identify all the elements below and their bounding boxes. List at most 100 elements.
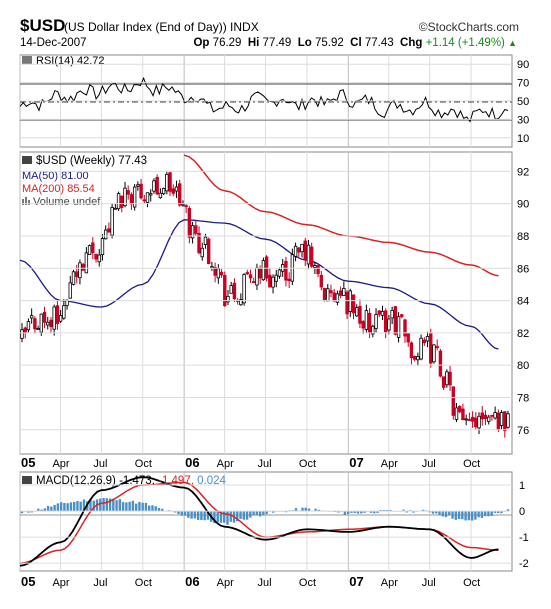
price-bar-body <box>371 325 375 335</box>
price-bar-body <box>132 186 137 208</box>
price-bar <box>132 184 137 211</box>
price-bar-body <box>42 311 47 323</box>
histogram-bar <box>337 511 340 513</box>
histogram-bar <box>451 511 454 519</box>
histogram-bar <box>373 511 376 514</box>
brand[interactable]: ©StockCharts.com <box>419 20 519 34</box>
histogram-bar <box>421 509 425 512</box>
price-bar-body <box>309 246 314 267</box>
histogram-bar <box>438 511 441 515</box>
histogram-bar <box>174 511 177 513</box>
price-bar-body <box>39 313 44 333</box>
price-bar <box>113 203 118 210</box>
open-value: 76.29 <box>212 37 242 49</box>
price-bar-body <box>438 350 443 377</box>
histogram-bar <box>477 511 480 518</box>
price-bar-body <box>396 316 401 338</box>
histogram-bar <box>190 511 193 519</box>
price-bar <box>303 237 307 267</box>
price-bar-body <box>174 186 179 192</box>
price-bar-body <box>464 418 468 421</box>
price-bar-body <box>216 268 221 279</box>
ma50-value: 81.00 <box>61 170 89 182</box>
price-bar <box>49 317 53 334</box>
quote-date: 14-Dec-2007 <box>20 37 87 49</box>
histogram-bar <box>56 503 60 512</box>
x-tick-label: Jul <box>422 458 436 470</box>
histogram-bar <box>487 511 490 517</box>
price-bar-body <box>332 292 336 302</box>
price-bar <box>248 269 253 283</box>
price-bar-body <box>264 256 269 279</box>
histogram-bar <box>131 500 135 512</box>
price-bar-body <box>145 192 150 203</box>
price-bar-body <box>355 307 359 317</box>
price-bar-body <box>203 236 208 245</box>
price-bar-body <box>445 371 449 386</box>
price-bar <box>274 269 278 288</box>
rsi-tick-label: 70 <box>517 78 529 90</box>
histogram-bar <box>128 501 131 512</box>
histogram-bar <box>356 511 360 514</box>
price-bar-body <box>451 386 455 416</box>
price-bar-body <box>219 271 224 276</box>
histogram-bar <box>435 511 438 514</box>
price-bar-body <box>390 309 394 319</box>
price-tick-label: 88 <box>517 231 529 243</box>
histogram-bar <box>223 511 226 523</box>
ma200-legend: MA(200) 85.54 <box>22 183 95 195</box>
price-bar-body <box>139 183 143 199</box>
price-bar <box>46 316 50 330</box>
histogram-bar <box>317 509 321 512</box>
price-bar-body <box>441 376 446 388</box>
histogram-value: 0.024 <box>197 475 226 487</box>
change-value: +1.14 (+1.49%) <box>425 37 505 49</box>
histogram-bar <box>350 511 353 513</box>
price-bar <box>152 178 156 194</box>
histogram-bar <box>141 502 144 512</box>
price-bar <box>200 242 204 261</box>
histogram-bar <box>66 503 69 512</box>
x-tick-label: Apr <box>381 577 398 589</box>
macd-legend: MACD(12,26,9) -1.473, -1.497, 0.024 <box>36 475 227 487</box>
histogram-bar <box>444 511 448 518</box>
price-bar-body <box>46 321 50 326</box>
histogram-bar <box>480 511 484 518</box>
histogram-bar <box>402 509 405 512</box>
price-bar-body <box>36 328 40 330</box>
histogram-bar <box>431 511 435 514</box>
macd-tick-label: -1 <box>519 532 529 544</box>
price-bar-body <box>329 290 333 294</box>
price-bar <box>351 294 356 320</box>
price-bar-body <box>49 319 53 328</box>
rsi-legend-swatch <box>22 56 32 64</box>
price-bar-body <box>91 242 95 253</box>
price-bar <box>232 278 237 303</box>
open-label: Op <box>193 37 210 49</box>
price-bar <box>194 219 198 236</box>
price-bar <box>499 410 504 430</box>
copyright-icon: © <box>418 20 428 34</box>
price-bar <box>39 313 44 336</box>
price-bar <box>409 341 414 365</box>
price-bar-body <box>107 228 111 233</box>
price-bar-body <box>506 413 510 428</box>
price-bar-body <box>358 305 362 324</box>
histogram-bar <box>99 498 102 512</box>
price-bar-body <box>184 205 188 208</box>
price-bar-body <box>326 288 330 302</box>
price-bar <box>219 269 224 278</box>
price-bar-body <box>258 268 262 279</box>
price-bar <box>393 305 398 336</box>
x-tick-label: Jul <box>93 458 107 470</box>
histogram-bar <box>157 507 161 512</box>
histogram-bar <box>497 511 500 514</box>
price-bar <box>464 414 468 426</box>
histogram-bar <box>454 511 458 520</box>
price-bar <box>419 334 423 361</box>
x-tick-label: Oct <box>463 577 480 589</box>
histogram-bar <box>203 511 206 521</box>
price-bar-body <box>126 190 130 195</box>
histogram-bar <box>63 502 66 512</box>
histogram-bar <box>343 511 347 515</box>
